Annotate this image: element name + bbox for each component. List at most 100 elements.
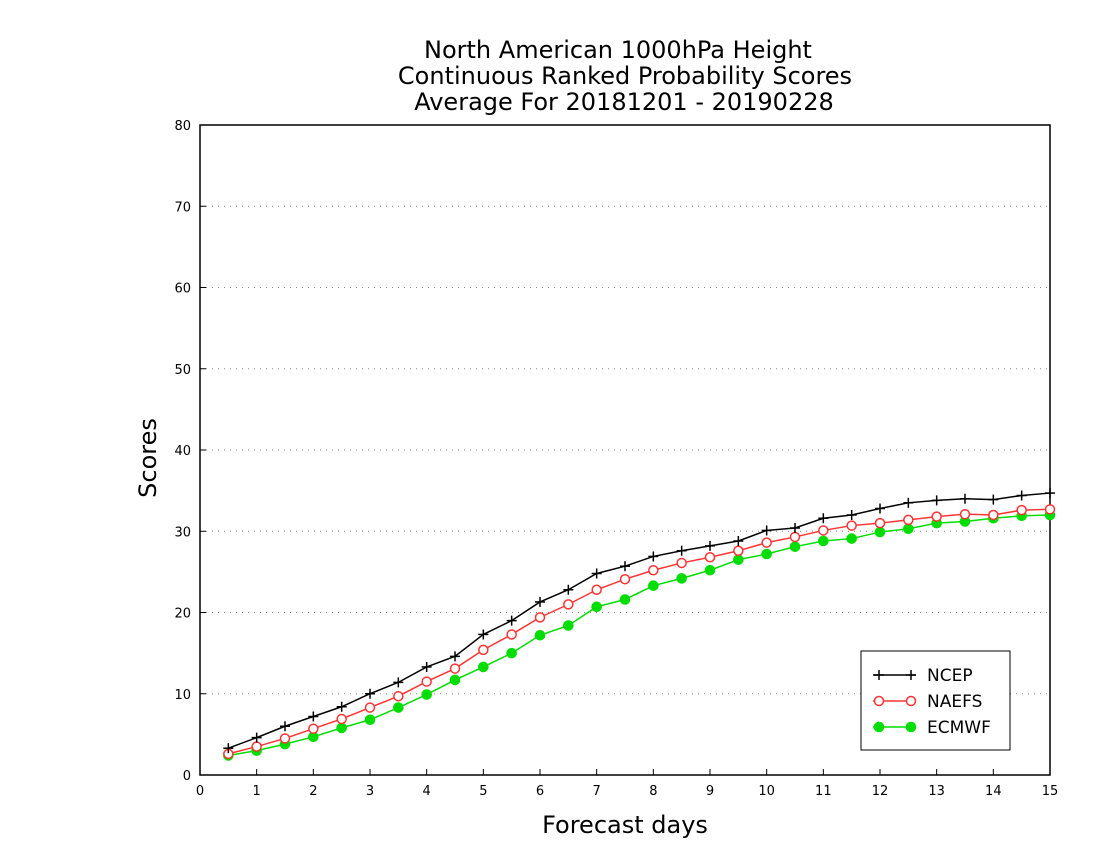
legend-label-ecmwf: ECMWF: [927, 718, 991, 738]
data-point-naefs: [903, 514, 914, 526]
y-tick-label: 50: [174, 363, 191, 378]
data-point-ecmwf: [534, 629, 546, 641]
x-tick-label: 14: [985, 784, 1002, 799]
data-point-naefs: [818, 525, 829, 536]
title-line-2: Continuous Ranked Probability Scores: [398, 62, 852, 90]
legend-label-ncep: NCEP: [927, 666, 973, 686]
data-point-ncep: [280, 721, 290, 732]
data-point-naefs: [676, 557, 687, 569]
x-axis-ticks: 0 1 2 3 4 5 6 7 8 9 10 11 12 13 14 15: [196, 769, 1058, 799]
data-point-naefs: [648, 565, 659, 576]
legend-label-naefs: NAEFS: [927, 692, 982, 712]
data-point-ecmwf: [619, 594, 631, 605]
x-tick-label: 5: [479, 784, 487, 799]
data-point-naefs: [874, 517, 886, 529]
data-point-ncep: [365, 688, 375, 699]
data-point-ncep: [336, 701, 347, 712]
data-point-naefs: [619, 573, 631, 585]
legend: NCEP NAEFS ECMWF: [860, 650, 1011, 751]
data-point-ecmwf: [761, 548, 772, 560]
data-point-ncep: [563, 584, 574, 595]
series-ncep: [223, 488, 1055, 754]
data-point-ncep: [931, 495, 942, 506]
data-point-ecmwf: [364, 714, 376, 726]
data-point-naefs: [279, 733, 291, 744]
title-line-3: Average For 20181201 - 20190228: [414, 88, 834, 116]
data-point-naefs: [308, 723, 319, 734]
data-point-ncep: [960, 493, 970, 504]
legend-marker: [874, 670, 884, 680]
y-axis-ticks: 0 10 20 30 40 50 60 70 80: [174, 119, 206, 784]
y-tick-label: 20: [174, 607, 191, 622]
x-tick-label: 13: [928, 784, 945, 799]
data-point-ecmwf: [733, 554, 744, 565]
data-point-ncep: [535, 596, 545, 607]
data-point-naefs: [846, 520, 857, 531]
data-point-naefs: [591, 584, 602, 595]
y-tick-label: 10: [174, 688, 191, 703]
data-point-ncep: [818, 513, 829, 524]
data-point-naefs: [988, 509, 999, 521]
data-point-ncep: [733, 536, 744, 546]
data-point-ecmwf: [818, 535, 829, 547]
y-axis-label: Scores: [134, 418, 162, 498]
data-point-ncep: [676, 545, 687, 556]
data-point-ecmwf: [563, 620, 574, 631]
data-point-ecmwf: [846, 533, 857, 544]
data-point-ncep: [903, 497, 914, 508]
data-point-naefs: [421, 676, 432, 687]
legend-marker: [906, 670, 916, 680]
legend-marker: [873, 721, 885, 733]
y-tick-label: 70: [174, 200, 191, 215]
data-point-ncep: [308, 711, 319, 722]
data-point-naefs: [506, 629, 517, 640]
x-tick-label: 0: [196, 784, 204, 799]
x-tick-label: 11: [815, 784, 832, 799]
data-point-ncep: [988, 494, 999, 505]
data-point-naefs: [534, 612, 546, 623]
legend-marker: [905, 695, 917, 707]
data-point-naefs: [563, 599, 574, 610]
data-point-naefs: [393, 690, 404, 702]
data-point-naefs: [1044, 504, 1056, 515]
legend-item-ncep: NCEP: [873, 666, 973, 686]
data-point-ecmwf: [704, 564, 716, 576]
x-tick-label: 9: [706, 784, 714, 799]
data-point-naefs: [449, 663, 461, 674]
data-point-ncep: [591, 568, 602, 579]
data-point-ecmwf: [591, 601, 602, 613]
data-point-ncep: [1045, 488, 1055, 499]
data-point-naefs: [478, 644, 489, 656]
data-point-ecmwf: [648, 580, 659, 591]
data-point-ncep: [1016, 490, 1027, 501]
y-tick-label: 60: [174, 282, 191, 297]
legend-marker: [873, 695, 885, 707]
chart-title: North American 1000hPa Height Continuous…: [398, 36, 852, 116]
data-point-ecmwf: [789, 541, 801, 552]
x-tick-label: 7: [593, 784, 601, 799]
x-tick-label: 10: [758, 784, 775, 799]
data-point-ncep: [223, 743, 234, 754]
series-layer: [223, 488, 1056, 761]
data-point-ncep: [705, 540, 715, 551]
title-line-1: North American 1000hPa Height: [424, 36, 812, 64]
data-point-ncep: [875, 503, 885, 514]
data-point-ecmwf: [874, 526, 886, 538]
x-tick-label: 8: [649, 784, 657, 799]
x-tick-label: 4: [423, 784, 431, 799]
legend-marker: [905, 721, 917, 733]
legend-item-naefs: NAEFS: [873, 692, 982, 712]
data-point-ncep: [421, 661, 432, 672]
data-point-ncep: [761, 525, 772, 536]
data-point-ncep: [393, 677, 404, 688]
y-tick-label: 40: [174, 444, 191, 459]
data-point-naefs: [789, 531, 801, 543]
grid-lines: [200, 205, 1050, 695]
data-point-ecmwf: [449, 674, 461, 686]
x-tick-label: 3: [366, 784, 374, 799]
data-point-ecmwf: [336, 722, 347, 734]
data-point-naefs: [364, 702, 376, 713]
data-point-naefs: [761, 537, 772, 548]
y-tick-label: 0: [183, 769, 191, 784]
